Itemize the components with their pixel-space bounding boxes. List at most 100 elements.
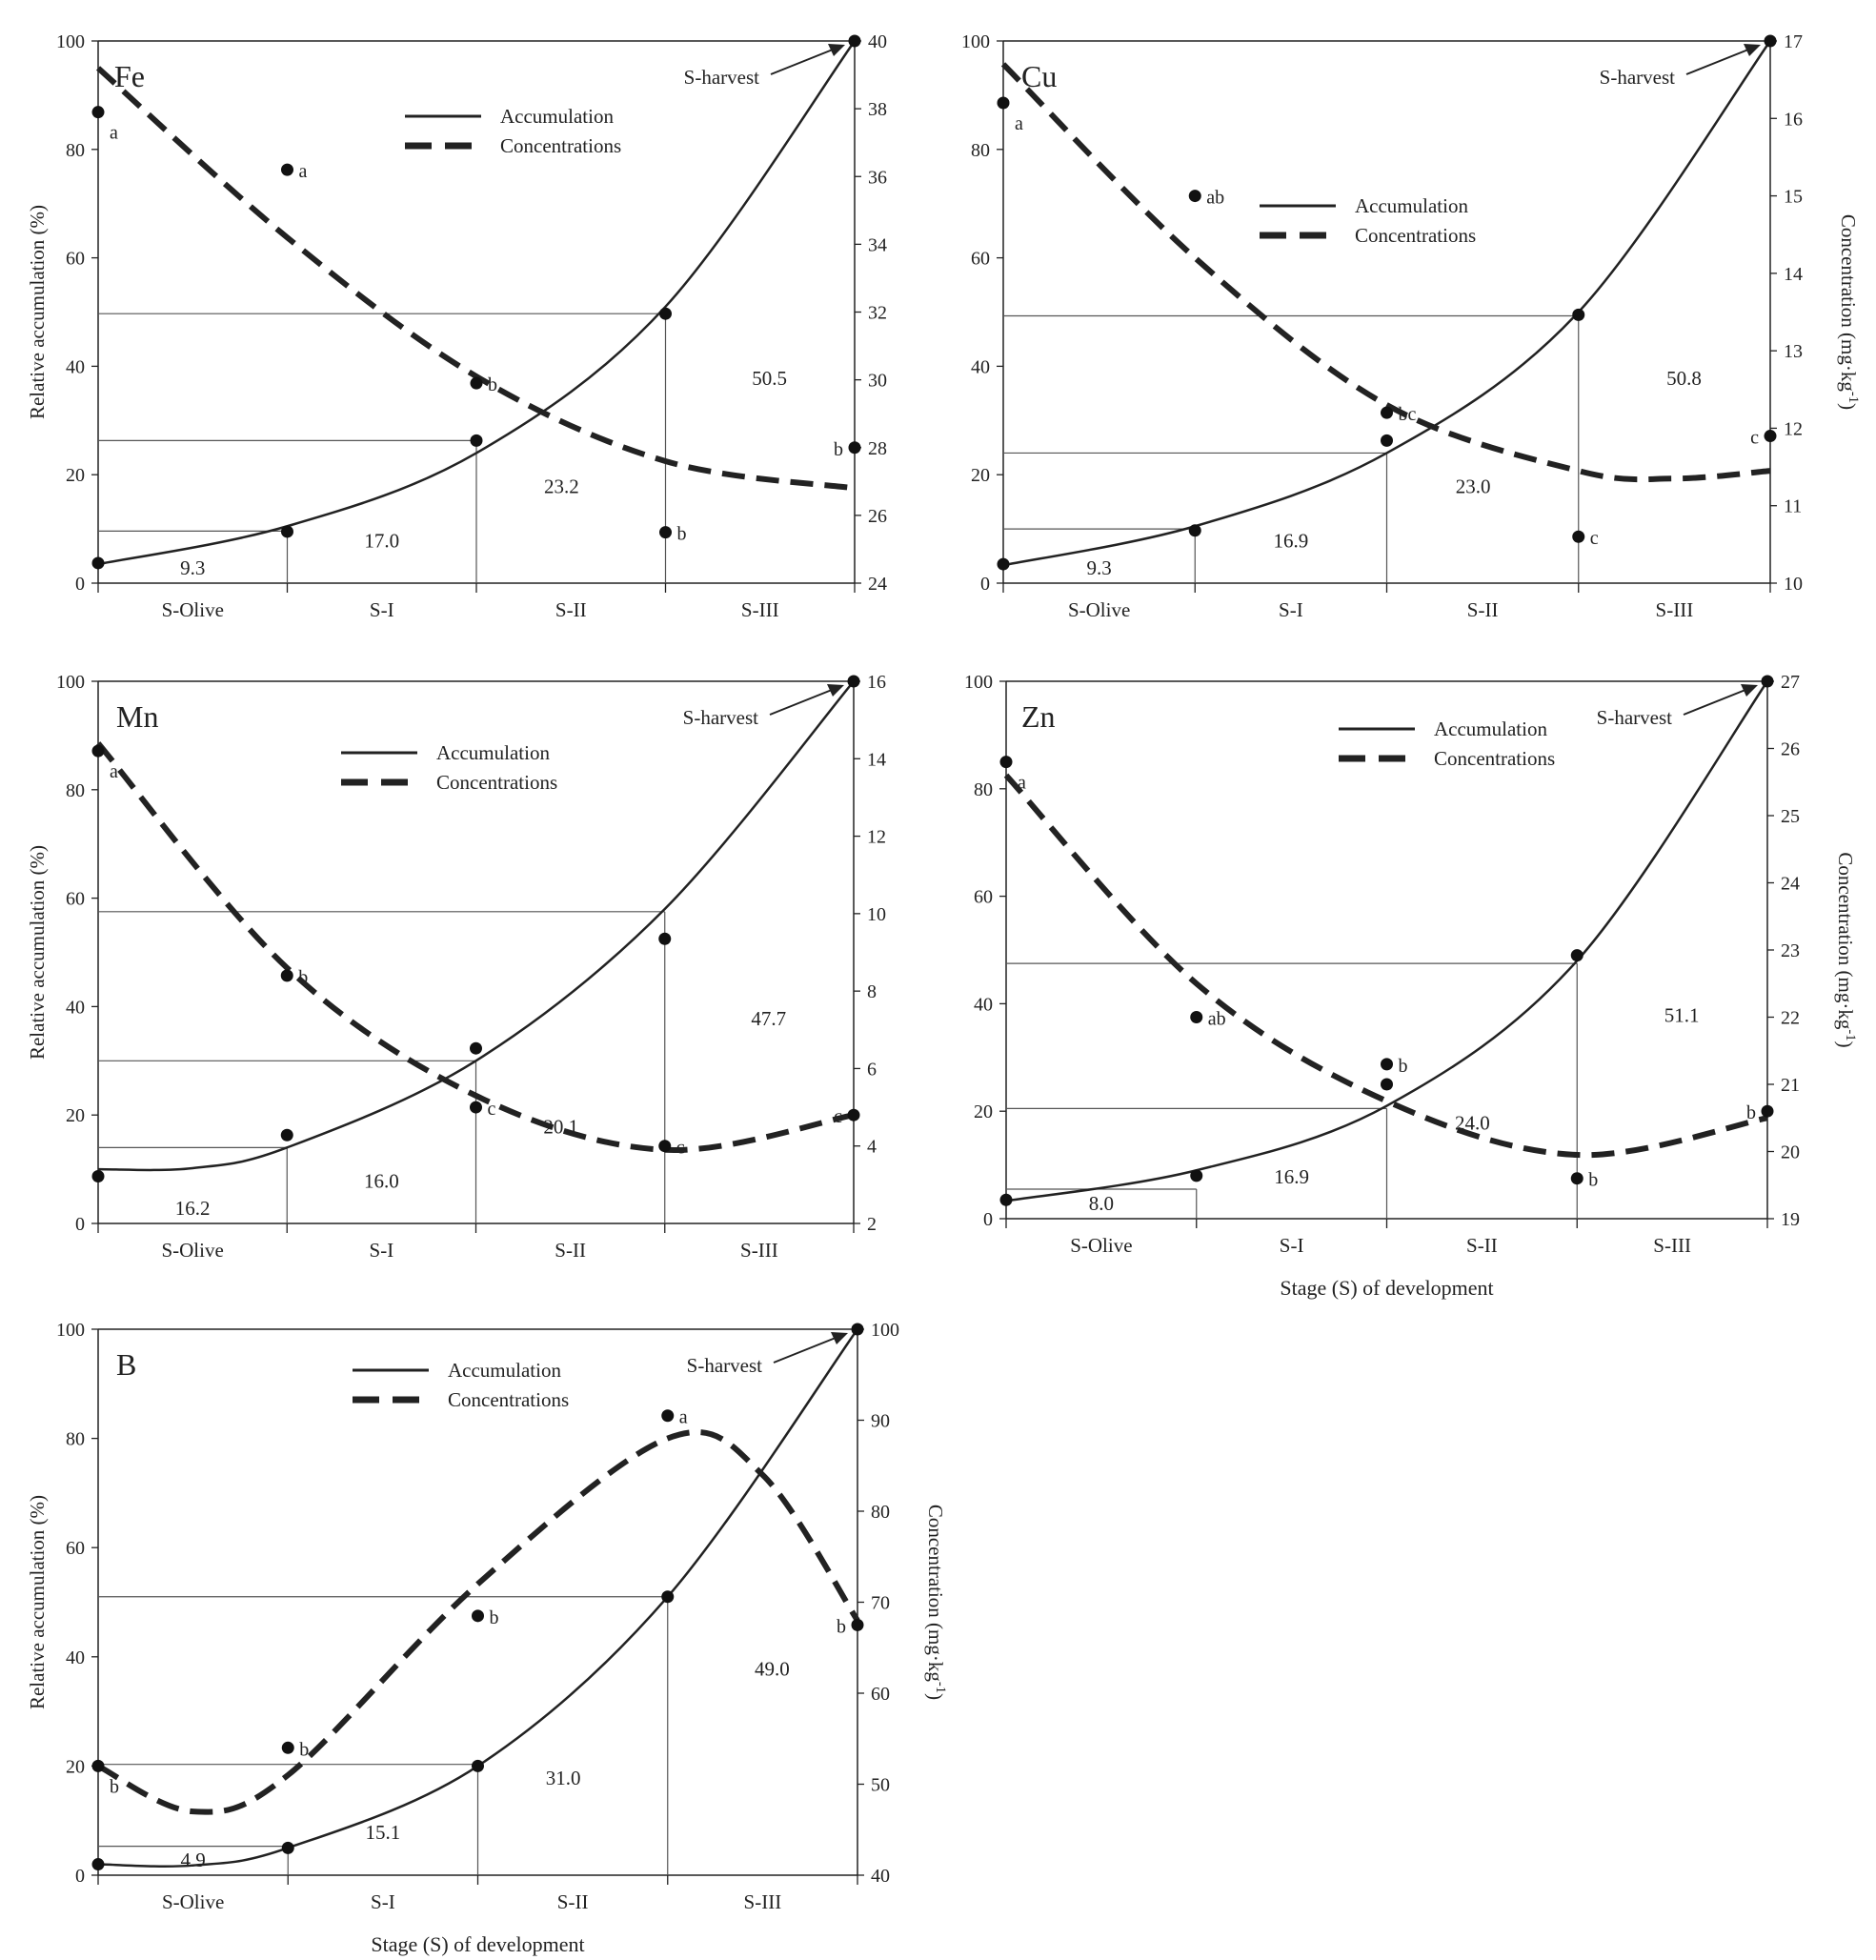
significance-letter: b: [298, 967, 308, 988]
significance-letter: a: [299, 161, 308, 182]
y-right-tick-label: 23: [1781, 940, 1800, 961]
x-category-label: S-III: [744, 1890, 782, 1913]
x-category-label: S-I: [1280, 1234, 1304, 1257]
accumulation-point: [848, 34, 861, 48]
segment-value-label: 9.3: [1087, 556, 1112, 579]
y-right-tick-label: 26: [1781, 739, 1800, 760]
y-tick-label: 100: [964, 672, 993, 693]
x-category-label: S-Olive: [162, 598, 224, 621]
segment-value-label: 31.0: [546, 1767, 581, 1789]
accumulation-point: [1764, 34, 1777, 48]
y-tick-label: 40: [66, 356, 85, 377]
significance-letter: ab: [1206, 188, 1224, 209]
y-right-tick-label: 11: [1784, 496, 1802, 517]
harvest-arrow-head-icon: [1744, 44, 1761, 56]
y-right-tick-label: 14: [1784, 264, 1803, 285]
significance-letter: b: [110, 1776, 119, 1797]
panel-fe: 0 20 40 60 80 100 24 26 28 30 32 34 36 38 40 S-Olive S-I…: [26, 31, 887, 621]
concentration-point: [847, 1108, 860, 1121]
y-tick-label: 20: [66, 1105, 85, 1126]
segment-value-label: 4.9: [181, 1849, 206, 1871]
concentration-curve: [1003, 773, 1768, 1159]
significance-letter: b: [1588, 1170, 1598, 1191]
y-right-tick-label: 36: [868, 167, 887, 188]
segment-value-label: 16.2: [175, 1197, 211, 1220]
concentration-curve: [95, 741, 855, 1153]
y-right-tick-label: 12: [1784, 418, 1803, 439]
element-title: Fe: [114, 59, 145, 93]
harvest-arrow-line: [769, 687, 837, 716]
accumulation-point: [1381, 1078, 1393, 1091]
concentration-curve: [1000, 62, 1771, 483]
significance-letter: a: [679, 1407, 688, 1428]
y-right-axis-label: Concentration (mg·kg-1): [1834, 852, 1858, 1047]
y-right-tick-label: 10: [867, 904, 886, 925]
y-right-tick-label: 27: [1781, 672, 1800, 693]
x-category-label: S-II: [1466, 1234, 1498, 1257]
y-right-tick-label: 70: [871, 1593, 890, 1614]
accumulation-point: [281, 525, 293, 538]
x-category-label: S-I: [1279, 598, 1303, 621]
y-tick-label: 100: [56, 1320, 85, 1341]
panel-zn: 0 20 40 60 80 100 19 20 21 22 23 24 25 26 27 S-Olive S-I…: [964, 672, 1858, 1300]
x-category-label: S-III: [740, 1239, 778, 1262]
concentration-point: [999, 756, 1013, 769]
y-tick-label: 20: [66, 1756, 85, 1777]
significance-letter: ab: [1208, 1009, 1226, 1030]
accumulation-point: [1570, 949, 1584, 962]
y-tick-label: 60: [974, 887, 993, 908]
segment-value-label: 16.9: [1274, 529, 1309, 552]
y-tick-label: 0: [980, 574, 990, 595]
segment-value-label: 51.1: [1664, 1004, 1700, 1027]
accumulation-curve: [1002, 40, 1772, 567]
significance-letter: b: [1746, 1102, 1756, 1123]
accumulation-point: [280, 1128, 293, 1142]
accumulation-point: [659, 307, 672, 320]
segment-value-label: 17.0: [364, 529, 399, 552]
x-axis-label: Stage (S) of development: [1280, 1276, 1493, 1300]
legend-concentrations: Concentrations: [1355, 224, 1476, 247]
element-title: Cu: [1021, 59, 1057, 93]
harvest-arrow-head-icon: [827, 684, 844, 697]
y-tick-label: 40: [66, 1647, 85, 1668]
concentration-point: [1570, 1172, 1584, 1185]
concentration-point: [470, 376, 483, 390]
concentration-point: [997, 96, 1010, 110]
significance-letter: bc: [1399, 404, 1417, 425]
y-right-tick-label: 10: [1784, 574, 1803, 595]
legend-accumulation: Accumulation: [436, 741, 550, 764]
y-tick-label: 0: [75, 1214, 85, 1235]
harvest-annotation: S-harvest: [1600, 66, 1675, 89]
segment-value-label: 16.9: [1274, 1165, 1309, 1188]
segment-value-label: 9.3: [180, 556, 205, 579]
y-right-tick-label: 8: [867, 981, 877, 1002]
y-right-tick-label: 6: [867, 1059, 877, 1080]
significance-letter: c: [1750, 428, 1759, 449]
y-right-tick-label: 22: [1781, 1008, 1800, 1029]
y-right-tick-label: 20: [1781, 1142, 1800, 1163]
x-category-label: S-Olive: [1068, 598, 1130, 621]
y-tick-label: 60: [66, 889, 85, 910]
y-tick-label: 100: [56, 31, 85, 52]
element-title: Mn: [116, 699, 158, 734]
concentration-point: [280, 969, 293, 982]
y-right-tick-label: 16: [1784, 109, 1803, 130]
accumulation-curve: [97, 40, 857, 566]
segment-value-label: 50.8: [1666, 367, 1702, 390]
concentration-point: [848, 441, 861, 455]
segment-value-label: 24.0: [1455, 1111, 1490, 1134]
segment-value-label: 16.0: [364, 1169, 399, 1192]
y-tick-label: 20: [66, 465, 85, 486]
accumulation-point: [661, 1590, 675, 1604]
y-right-tick-label: 13: [1784, 341, 1803, 362]
x-category-label: S-Olive: [1070, 1234, 1132, 1257]
significance-letter: c: [834, 1106, 842, 1127]
x-category-label: S-II: [555, 598, 587, 621]
y-right-tick-label: 34: [868, 234, 887, 255]
concentration-point: [281, 1741, 294, 1754]
y-tick-label: 60: [971, 249, 990, 270]
harvest-arrow-head-icon: [1741, 684, 1758, 697]
y-tick-label: 80: [974, 779, 993, 800]
y-right-tick-label: 4: [867, 1137, 877, 1158]
harvest-annotation: S-harvest: [683, 706, 758, 729]
